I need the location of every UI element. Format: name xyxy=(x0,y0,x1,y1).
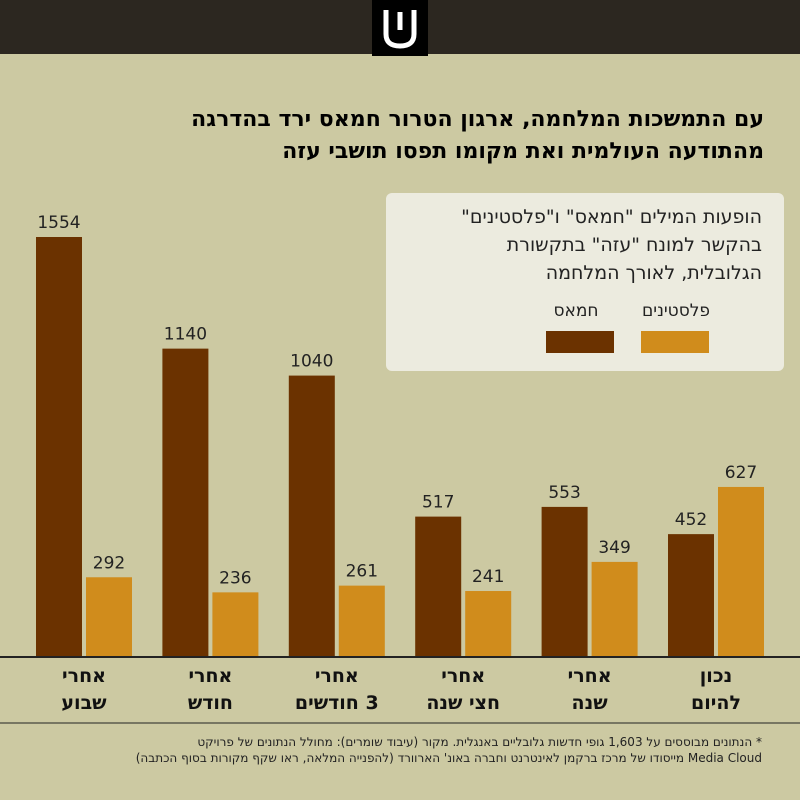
legend-description-line: בהקשר למונח "עזה" בתקשורת xyxy=(506,234,762,256)
data-label: 241 xyxy=(472,567,504,587)
legend-swatch-hamas xyxy=(546,331,614,353)
bar-palestinians xyxy=(465,591,512,656)
category-label: אחרי xyxy=(188,665,232,687)
data-label: 627 xyxy=(725,463,757,483)
legend-box: הופעות המילים "חמאס" ו"פלסטינים" בהקשר ל… xyxy=(386,193,784,371)
bar-palestinians xyxy=(338,585,385,656)
bar-hamas xyxy=(162,348,209,656)
category-label: אחרי xyxy=(62,665,106,687)
data-label: 1040 xyxy=(290,352,333,372)
bar-hamas xyxy=(541,506,588,656)
legend-label-hamas: חמאס xyxy=(553,301,599,321)
data-label: 261 xyxy=(346,562,378,582)
category-label: 3 חודשים xyxy=(295,692,379,714)
category-label: שנה xyxy=(572,692,609,714)
chart-title: עם התמשכות המלחמה, ארגון הטרור חמאס ירד … xyxy=(64,104,764,168)
bar-hamas xyxy=(36,237,82,656)
category-label: חודש xyxy=(188,692,233,714)
legend-description: הופעות המילים "חמאס" ו"פלסטינים" בהקשר ל… xyxy=(402,203,762,287)
category-label: אחרי xyxy=(568,665,612,687)
footnote-line: Media Cloud מייסודו של מרכז ברקמן לאינטר… xyxy=(135,751,762,765)
title-line: עם התמשכות המלחמה, ארגון הטרור חמאס ירד … xyxy=(191,107,764,132)
data-label: 452 xyxy=(675,510,707,530)
legend-label-palestinians: פלסטינים xyxy=(641,301,711,321)
legend-description-line: הגלובלית, לאורך המלחמה xyxy=(545,262,762,284)
data-label: 517 xyxy=(422,493,454,513)
legend-description-line: הופעות המילים "חמאס" ו"פלסטינים" xyxy=(461,206,762,228)
data-label: 292 xyxy=(93,553,125,573)
category-label: להיום xyxy=(691,692,741,714)
data-label: 1554 xyxy=(37,213,80,233)
bar-palestinians xyxy=(212,592,259,656)
category-label: אחרי xyxy=(315,665,359,687)
category-label: חצי שנה xyxy=(426,692,500,714)
category-label: נכון xyxy=(700,665,732,687)
data-label: 1140 xyxy=(164,325,207,345)
footnote-line: * הנתונים מבוססים על 1,603 גופי חדשות גל… xyxy=(197,735,762,749)
footnote: * הנתונים מבוססים על 1,603 גופי חדשות גל… xyxy=(22,734,762,766)
title-line: מהתודעה העולמית ואת מקומו תפסו תושבי עזה xyxy=(282,139,764,164)
bar-palestinians xyxy=(718,486,764,656)
data-label: 553 xyxy=(548,483,580,503)
category-label: שבוע xyxy=(61,692,107,714)
category-label: אחרי xyxy=(441,665,485,687)
bar-hamas xyxy=(288,375,335,656)
data-label: 349 xyxy=(598,538,630,558)
bar-hamas xyxy=(668,534,714,656)
bar-palestinians xyxy=(86,577,132,656)
legend-swatch-palestinians xyxy=(641,331,709,353)
hebrew-shin-logo-icon xyxy=(372,0,428,56)
bar-palestinians xyxy=(591,561,638,656)
bar-hamas xyxy=(415,516,462,656)
data-label: 236 xyxy=(219,568,251,588)
